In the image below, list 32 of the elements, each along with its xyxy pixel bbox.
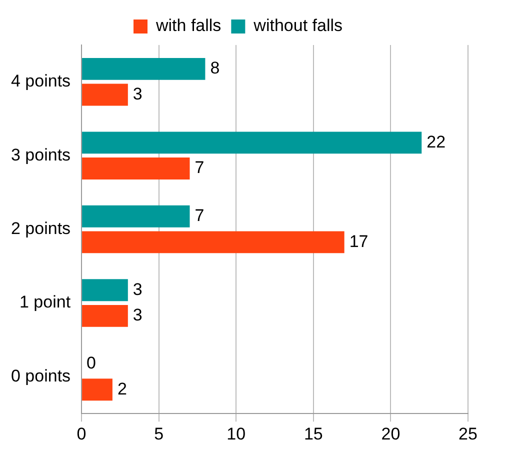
y-tick-label: 2 points [10,218,71,238]
data-label: 7 [194,206,204,226]
data-label: 3 [132,280,142,299]
bar [82,158,190,180]
x-tick-label: 20 [381,424,400,444]
bar [82,304,128,327]
y-tick-label: 0 points [10,366,71,386]
x-tick-label: 15 [304,424,323,444]
bar [82,231,344,254]
bar [82,279,128,302]
bar [82,132,422,154]
data-label: 22 [426,132,446,152]
x-tick-label: 10 [226,424,246,444]
y-tick-label: 4 points [10,72,71,91]
y-tick-label: 3 points [10,145,71,164]
bar [82,84,128,106]
bar [82,378,112,401]
data-label: 3 [132,306,142,325]
legend-label: with falls [155,16,222,36]
bar [82,58,206,80]
bar [82,205,190,228]
data-label: 0 [86,354,96,373]
data-label: 2 [117,379,127,398]
data-label: 7 [194,158,204,178]
x-tick-label: 0 [76,424,86,444]
data-label: 3 [132,84,142,104]
x-tick-label: 25 [458,424,478,444]
x-tick-label: 5 [154,424,164,444]
data-label: 17 [349,232,368,251]
data-label: 8 [210,58,220,78]
legend-label: without falls [252,16,343,36]
y-tick-label: 1 point [19,292,71,312]
